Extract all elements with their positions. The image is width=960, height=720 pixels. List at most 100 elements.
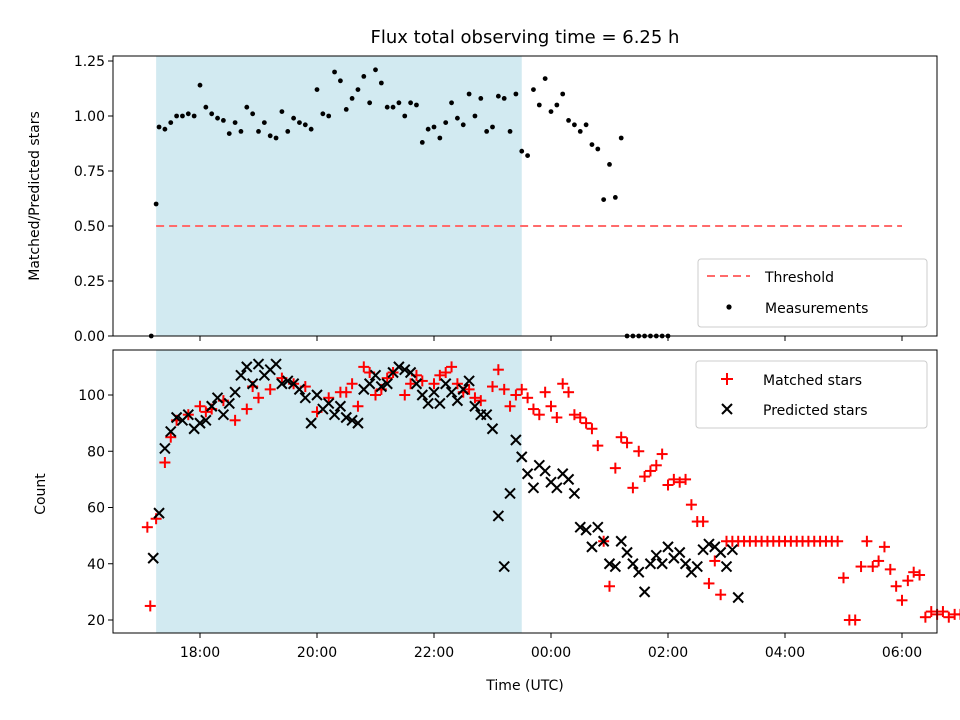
predicted-x-b bbox=[662, 541, 674, 553]
matched-star-point bbox=[475, 395, 487, 407]
matched-star-point bbox=[867, 561, 879, 573]
predicted-star-point bbox=[480, 408, 493, 421]
measurement-point bbox=[238, 129, 244, 134]
matched-star-point bbox=[609, 462, 621, 474]
bottom-x-tick-label: 04:00 bbox=[765, 645, 805, 661]
predicted-x-b bbox=[246, 378, 259, 390]
measurement-point bbox=[443, 120, 449, 125]
predicted-star-point bbox=[235, 369, 247, 382]
matched-star-point bbox=[498, 383, 510, 395]
measurement-point bbox=[326, 113, 332, 119]
predicted-x-b bbox=[633, 566, 645, 578]
measurement-point bbox=[180, 113, 185, 119]
predicted-star-point bbox=[200, 414, 212, 427]
predicted-star-point bbox=[153, 507, 165, 519]
predicted-star-point bbox=[633, 566, 645, 578]
predicted-x-b bbox=[516, 451, 528, 463]
predicted-legend-label: Predicted stars bbox=[763, 403, 868, 419]
bottom-x-tick-label: 06:00 bbox=[882, 645, 922, 661]
predicted-star-point bbox=[375, 380, 388, 393]
predicted-x-b bbox=[480, 408, 493, 421]
measurement-point bbox=[343, 107, 349, 112]
measurement-point bbox=[519, 148, 525, 154]
predicted-x-b bbox=[673, 546, 686, 559]
predicted-star-point bbox=[521, 468, 534, 480]
bottom-x-tick-label: 22:00 bbox=[414, 645, 454, 661]
predicted-x-b bbox=[609, 560, 622, 573]
matched-star-point bbox=[621, 437, 633, 449]
measurement-point bbox=[302, 122, 308, 128]
predicted-x-b bbox=[451, 394, 464, 407]
predicted-x-b bbox=[726, 543, 739, 556]
predicted-x-b bbox=[627, 558, 639, 570]
predicted-star-point bbox=[510, 434, 522, 446]
matched-star-point bbox=[159, 457, 171, 468]
predicted-x-b bbox=[422, 397, 434, 410]
matched-star-point bbox=[323, 392, 335, 404]
top-legend-box bbox=[697, 258, 928, 328]
predicted-star-point bbox=[527, 482, 540, 494]
measurements-series bbox=[148, 67, 671, 339]
predicted-star-point bbox=[720, 560, 733, 573]
predicted-x-b bbox=[375, 380, 388, 393]
predicted-x-b bbox=[439, 378, 452, 390]
predicted-x-b bbox=[732, 591, 744, 604]
predicted-star-point bbox=[270, 358, 282, 370]
matched-star-point bbox=[908, 566, 920, 578]
measurement-point bbox=[431, 124, 437, 130]
matched-star-point bbox=[592, 440, 604, 452]
predicted-star-point bbox=[656, 558, 668, 570]
predicted-star-point bbox=[615, 535, 627, 547]
predicted-x-b bbox=[650, 549, 663, 562]
predicted-star-point bbox=[644, 558, 657, 570]
predicted-star-point bbox=[311, 389, 323, 401]
matched-star-point bbox=[884, 563, 896, 575]
matched-star-point bbox=[832, 535, 844, 547]
predicted-x-b bbox=[410, 378, 423, 390]
predicted-star-point bbox=[363, 378, 376, 390]
predicted-star-point bbox=[346, 414, 358, 427]
measurement-point bbox=[560, 91, 566, 97]
matched-star-point bbox=[451, 378, 463, 390]
predicted-x-b bbox=[270, 358, 282, 370]
predicted-star-point bbox=[516, 451, 528, 463]
measurement-point bbox=[279, 109, 285, 114]
matched-star-point bbox=[715, 589, 727, 601]
predicted-star-point bbox=[439, 378, 452, 390]
matched-star-point bbox=[463, 383, 475, 395]
measurement-point bbox=[612, 195, 618, 200]
predicted-star-point bbox=[416, 389, 429, 401]
predicted-x-b bbox=[603, 558, 616, 570]
predicted-star-point bbox=[381, 378, 393, 390]
measurement-point bbox=[267, 133, 273, 139]
predicted-star-point bbox=[299, 392, 312, 404]
measurement-point bbox=[355, 87, 361, 92]
matched-star-point bbox=[563, 386, 575, 398]
measurement-point bbox=[244, 104, 250, 110]
measurement-point bbox=[572, 122, 577, 128]
predicted-x-b bbox=[276, 378, 288, 390]
matched-star-point bbox=[381, 372, 393, 384]
measurement-point bbox=[209, 111, 215, 117]
matched-star-point bbox=[487, 381, 498, 393]
measurement-point bbox=[215, 115, 220, 121]
measurement-point bbox=[197, 82, 203, 88]
bottom-x-tick-label: 02:00 bbox=[648, 645, 688, 661]
matched-star-point bbox=[668, 473, 680, 485]
predicted-x-b bbox=[182, 408, 195, 421]
measurements-legend-swatch bbox=[726, 304, 732, 310]
predicted-star-point bbox=[486, 423, 499, 435]
matched-star-point bbox=[580, 417, 592, 429]
matched-star-point bbox=[527, 403, 539, 415]
predicted-legend-swatch bbox=[721, 403, 733, 415]
matched-legend-label: Matched stars bbox=[763, 373, 862, 389]
measurement-point bbox=[402, 113, 408, 119]
predicted-star-point bbox=[217, 408, 230, 421]
matched-star-point bbox=[545, 400, 557, 412]
top-y-axis-label: Matched/Predicted stars bbox=[27, 111, 43, 281]
measurement-point bbox=[566, 118, 571, 123]
predicted-x-b bbox=[527, 482, 540, 494]
bottom-legend: Matched stars Predicted stars bbox=[695, 360, 928, 429]
predicted-star-point bbox=[393, 361, 405, 373]
predicted-star-point bbox=[334, 400, 347, 412]
